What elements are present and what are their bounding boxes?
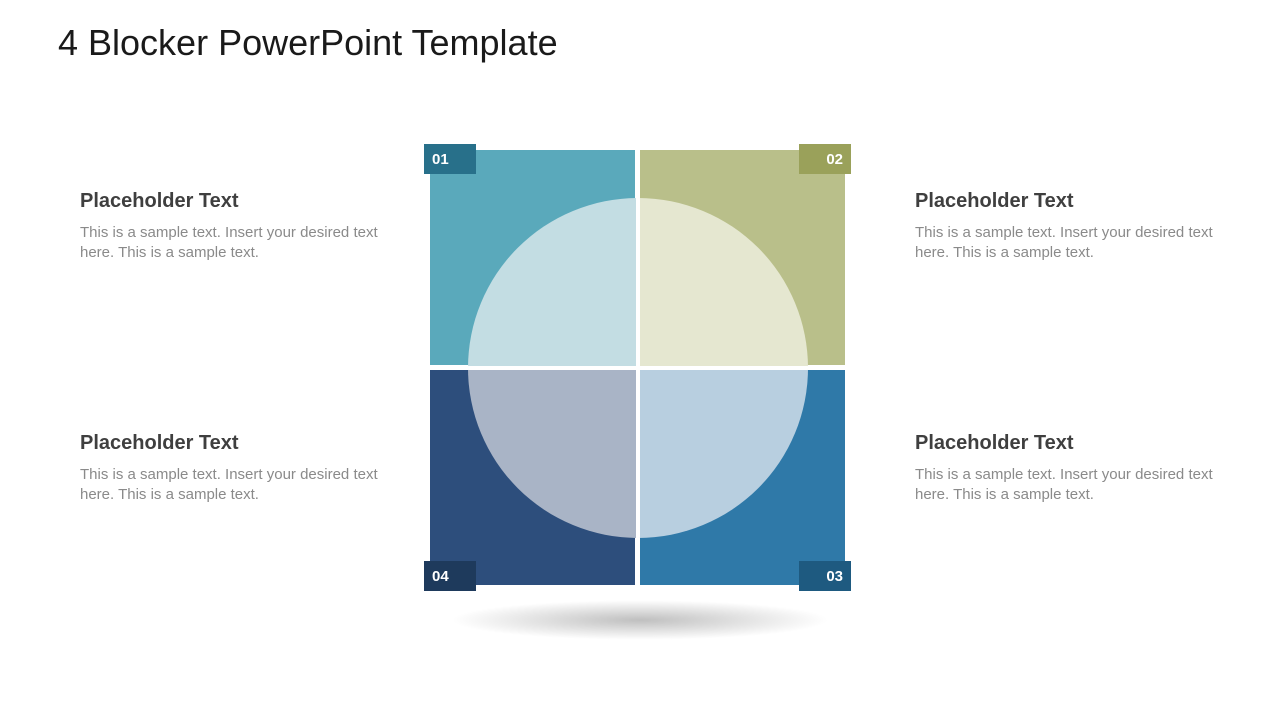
quadrant-number-01: 01	[424, 151, 457, 168]
quadrant-number-04: 04	[424, 568, 457, 585]
quadrant-number-03: 03	[818, 568, 851, 585]
text-body-03: This is a sample text. Insert your desir…	[915, 465, 1215, 506]
quadrant-04: 04 Placeholder Text	[430, 370, 635, 585]
quadrant-label-03: Placeholder Text	[652, 384, 762, 419]
quadrant-number-02: 02	[818, 151, 851, 168]
text-heading-03: Placeholder Text	[915, 432, 1215, 455]
four-blocker-diagram: 01 Placeholder Text 02 Placeholder Text …	[430, 150, 850, 620]
quadrant-label-04: Placeholder Text	[513, 384, 623, 419]
text-body-02: This is a sample text. Insert your desir…	[915, 223, 1215, 264]
quadrant-02: 02 Placeholder Text	[640, 150, 845, 365]
quadrant-03: 03 Placeholder Text	[640, 370, 845, 585]
diagram-shadow	[450, 600, 830, 640]
quadrant-tab-02: 02	[799, 144, 851, 174]
text-block-01: Placeholder Text This is a sample text. …	[80, 190, 380, 264]
quadrant-tab-04: 04	[424, 561, 476, 591]
text-body-01: This is a sample text. Insert your desir…	[80, 223, 380, 264]
slide-title: 4 Blocker PowerPoint Template	[58, 22, 558, 64]
text-block-03: Placeholder Text This is a sample text. …	[915, 432, 1215, 506]
text-heading-04: Placeholder Text	[80, 432, 380, 455]
quadrant-tab-03: 03	[799, 561, 851, 591]
quadrant-label-02: Placeholder Text	[652, 317, 762, 352]
text-block-02: Placeholder Text This is a sample text. …	[915, 190, 1215, 264]
text-heading-02: Placeholder Text	[915, 190, 1215, 213]
text-block-04: Placeholder Text This is a sample text. …	[80, 432, 380, 506]
quadrant-01: 01 Placeholder Text	[430, 150, 635, 365]
text-body-04: This is a sample text. Insert your desir…	[80, 465, 380, 506]
quadrant-label-01: Placeholder Text	[513, 317, 623, 352]
quadrant-tab-01: 01	[424, 144, 476, 174]
text-heading-01: Placeholder Text	[80, 190, 380, 213]
